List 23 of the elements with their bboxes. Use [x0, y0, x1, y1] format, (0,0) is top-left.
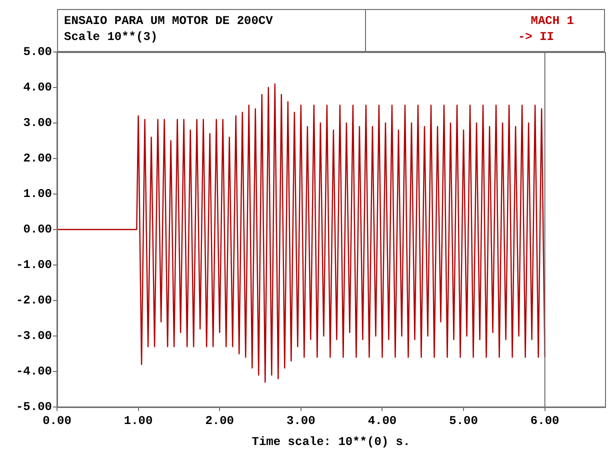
y-tick-label: 1.00 — [23, 187, 52, 202]
y-tick-label: 0.00 — [23, 222, 52, 237]
text: MACH 1 — [530, 13, 574, 29]
y-tick-label: 2.00 — [23, 152, 52, 166]
chart-subtitle: Scale 10**(3) — [64, 29, 159, 45]
y-tick-label: -1.00 — [16, 258, 52, 272]
y-tick-label: -3.00 — [16, 329, 52, 344]
x-tick-label: 4.00 — [368, 414, 397, 428]
y-tick-label: -4.00 — [16, 364, 52, 379]
x-tick-label: 5.00 — [449, 414, 478, 428]
x-tick-label: 6.00 — [530, 414, 560, 428]
y-tick-label: 4.00 — [23, 80, 52, 95]
x-tick-label: 0.00 — [42, 414, 72, 428]
text: -> II — [516, 29, 555, 45]
x-tick-label: 3.00 — [286, 414, 316, 428]
y-tick-label: 3.00 — [23, 116, 52, 130]
x-tick-label: 1.00 — [124, 414, 153, 428]
y-tick-label: 5.00 — [23, 45, 52, 60]
chart-title: ENSAIO PARA UM MOTOR DE 200CV — [64, 13, 274, 29]
x-tick-label: 2.00 — [205, 414, 234, 428]
y-tick-label: -2.00 — [16, 294, 52, 308]
x-axis-title: Time scale: 10**(0) s. — [252, 434, 410, 449]
y-tick-label: -5.00 — [16, 400, 52, 414]
